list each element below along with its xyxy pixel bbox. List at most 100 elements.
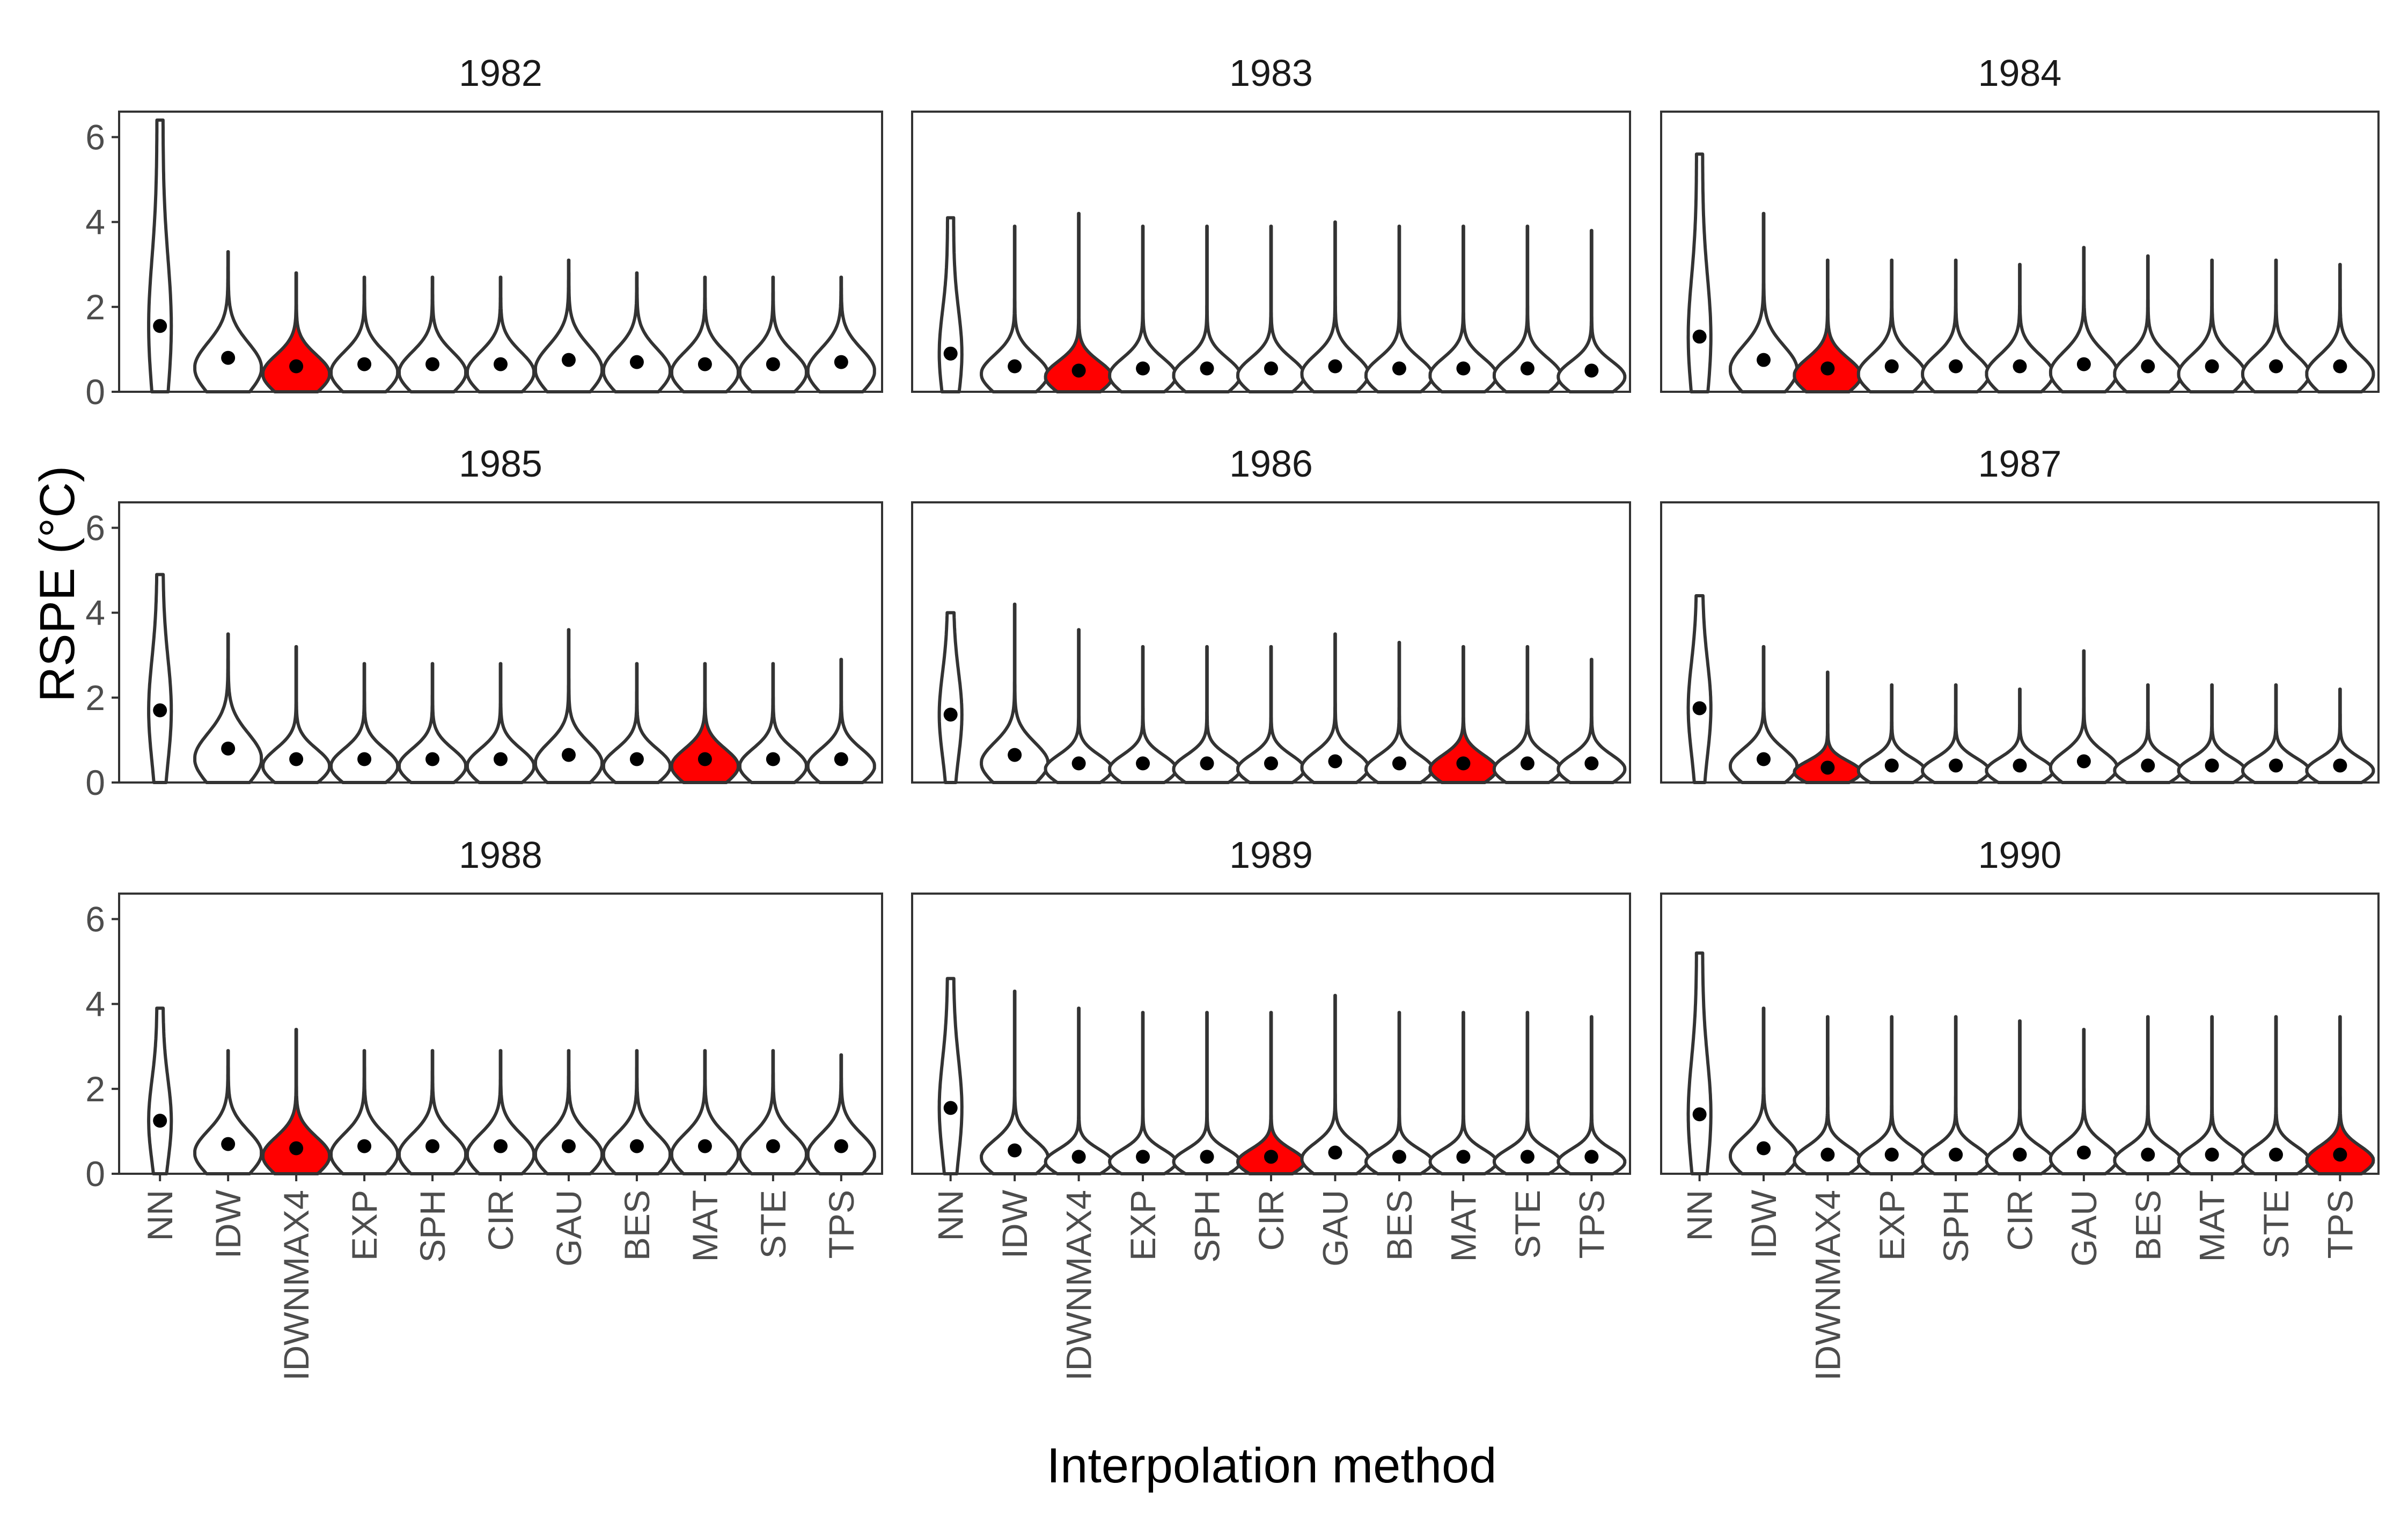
median-point-bes — [2141, 359, 2155, 374]
y-tick-label: 2 — [85, 1069, 105, 1109]
violin-ste — [1492, 224, 1562, 393]
median-point-bes — [1392, 756, 1406, 771]
x-tick-label: NN — [1680, 1190, 1720, 1241]
median-point-ste — [2269, 758, 2283, 773]
violin-tps — [2305, 1015, 2375, 1175]
violin-tps — [806, 275, 876, 393]
violin-exp — [329, 662, 400, 784]
x-tick-label: MAT — [685, 1190, 725, 1262]
panel-title: 1985 — [459, 443, 542, 485]
violin-cir — [466, 662, 535, 784]
violin-idwnmax4 — [1793, 670, 1863, 784]
median-point-idw — [221, 1137, 236, 1151]
violin-cir — [1985, 262, 2055, 393]
median-point-exp — [357, 752, 372, 766]
median-point-tps — [834, 355, 848, 369]
x-tick-label: STE — [1508, 1190, 1547, 1259]
x-tick-label: TPS — [2320, 1190, 2360, 1259]
median-point-cir — [2013, 359, 2027, 374]
median-point-exp — [1884, 758, 1899, 773]
median-point-exp — [357, 357, 372, 371]
y-tick-label: 0 — [85, 1154, 105, 1194]
median-point-idw — [1757, 1141, 1771, 1156]
violin-idw — [193, 1049, 263, 1175]
x-tick-label: IDWNMAX4 — [1059, 1190, 1099, 1381]
x-tick-label: GAU — [2064, 1190, 2104, 1267]
x-tick-label: EXP — [1123, 1190, 1163, 1261]
violin-bes — [601, 1049, 672, 1175]
x-tick-label: EXP — [1872, 1190, 1912, 1261]
y-tick-label: 4 — [85, 984, 105, 1024]
median-point-cir — [494, 752, 508, 766]
median-point-gau — [561, 748, 576, 762]
violin-ste — [738, 275, 808, 393]
violin-gau — [534, 1049, 604, 1175]
violin-gau — [2049, 1028, 2119, 1175]
violin-cir — [466, 1049, 535, 1175]
median-point-sph — [1949, 1147, 1963, 1162]
violin-tps — [2305, 262, 2375, 393]
violin-mat — [1428, 224, 1499, 393]
median-point-cir — [2013, 758, 2027, 773]
x-tick-label: GAU — [1315, 1190, 1355, 1267]
violin-nn — [1686, 951, 1713, 1175]
median-point-mat — [1456, 361, 1471, 376]
violin-idw — [980, 989, 1050, 1175]
median-point-bes — [629, 355, 644, 369]
violin-gau — [534, 258, 604, 393]
median-point-cir — [1264, 1150, 1278, 1164]
violin-nn — [937, 611, 964, 784]
violin-bes — [1364, 224, 1434, 393]
violin-sph — [1921, 683, 1991, 784]
panel-title: 1988 — [459, 834, 542, 876]
violin-exp — [1108, 645, 1178, 784]
median-point-bes — [1392, 361, 1406, 376]
median-point-idwnmax4 — [289, 359, 304, 374]
median-point-nn — [1692, 330, 1707, 344]
violin-exp — [1108, 224, 1178, 393]
violin-idwnmax4 — [1044, 628, 1114, 784]
median-point-ste — [1520, 1150, 1535, 1164]
facet-panel-1988: 1988 0 2 4 6 NN IDW IDWNMAX4 EXP SPH CIR GAU BES MAT S… — [85, 834, 883, 1381]
median-point-gau — [2076, 357, 2091, 371]
median-point-idw — [221, 741, 236, 756]
median-point-mat — [2205, 359, 2219, 374]
panel-title: 1984 — [1978, 52, 2062, 94]
facet-panel-1985: 1985 0 2 4 6 — [85, 443, 883, 802]
median-point-tps — [2333, 359, 2347, 374]
median-point-tps — [1584, 1150, 1599, 1164]
violin-tps — [2305, 688, 2375, 784]
median-point-nn — [153, 703, 167, 718]
violin-mat — [2177, 258, 2247, 393]
median-point-sph — [1200, 756, 1214, 771]
violin-ste — [1492, 1011, 1562, 1175]
median-point-tps — [1584, 756, 1599, 771]
violin-idw — [1729, 1006, 1798, 1175]
violin-gau — [2049, 649, 2119, 784]
x-tick-label: MAT — [1443, 1190, 1483, 1262]
x-tick-label: IDW — [1744, 1189, 1783, 1259]
x-tick-label: IDWNMAX4 — [276, 1190, 316, 1381]
median-point-ste — [1520, 756, 1535, 771]
violin-gau — [2049, 246, 2119, 393]
median-point-idw — [1757, 353, 1771, 367]
median-point-tps — [2333, 1147, 2347, 1162]
median-point-tps — [2333, 758, 2347, 773]
violin-ste — [738, 662, 808, 784]
median-point-exp — [1884, 1147, 1899, 1162]
facet-panel-1986: 1986 — [911, 443, 1631, 784]
violin-nn — [937, 216, 964, 393]
violin-sph — [398, 662, 467, 784]
median-point-bes — [1392, 1150, 1406, 1164]
panel-title: 1989 — [1229, 834, 1313, 876]
median-point-sph — [1949, 359, 1963, 374]
median-point-gau — [2076, 754, 2091, 769]
violin-bes — [1364, 1011, 1434, 1175]
median-point-cir — [494, 357, 508, 371]
facet-panel-1989: 1989 NN IDW IDWNMAX4 EXP SPH CIR GAU BES MAT STE TP… — [911, 834, 1631, 1381]
violin-tps — [1557, 657, 1627, 784]
violin-bes — [2113, 683, 2183, 784]
median-point-idw — [221, 350, 236, 365]
y-tick-label: 0 — [85, 372, 105, 412]
